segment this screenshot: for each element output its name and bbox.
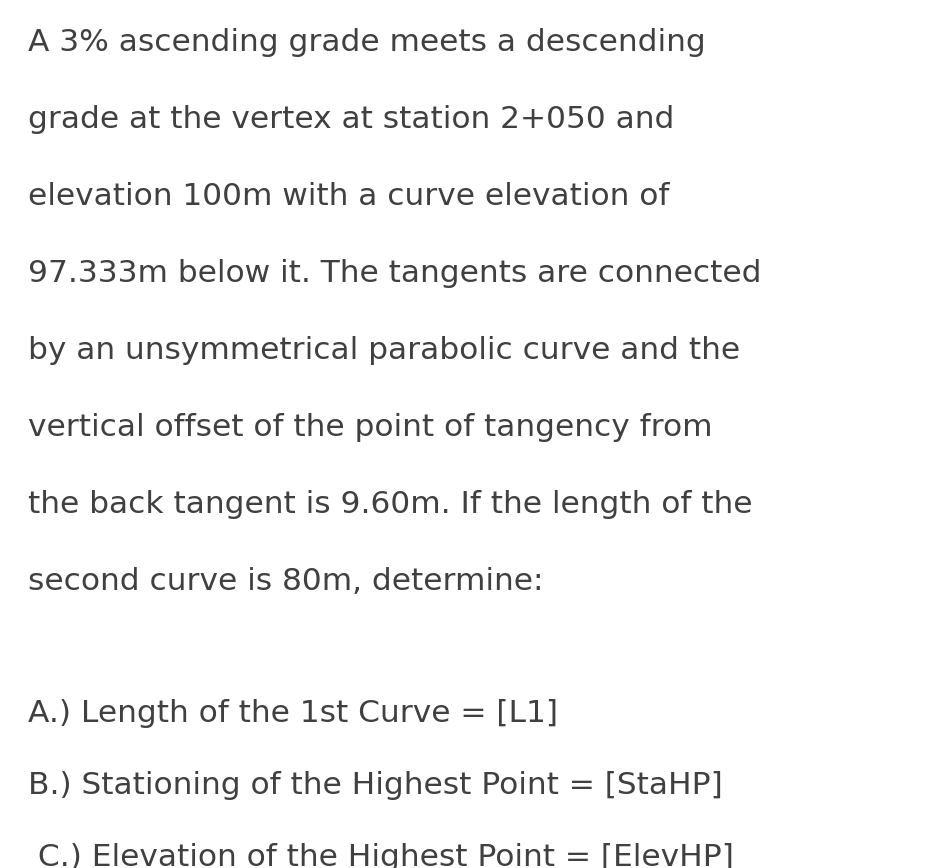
Text: A.) Length of the 1st Curve = [L1]: A.) Length of the 1st Curve = [L1]	[28, 699, 558, 728]
Text: 97.333m below it. The tangents are connected: 97.333m below it. The tangents are conne…	[28, 259, 762, 288]
Text: elevation 100m with a curve elevation of: elevation 100m with a curve elevation of	[28, 182, 670, 211]
Text: grade at the vertex at station 2+050 and: grade at the vertex at station 2+050 and	[28, 105, 674, 134]
Text: C.) Elevation of the Highest Point = [ElevHP]: C.) Elevation of the Highest Point = [El…	[28, 843, 734, 868]
Text: vertical offset of the point of tangency from: vertical offset of the point of tangency…	[28, 413, 713, 442]
Text: by an unsymmetrical parabolic curve and the: by an unsymmetrical parabolic curve and …	[28, 336, 740, 365]
Text: A 3% ascending grade meets a descending: A 3% ascending grade meets a descending	[28, 28, 705, 57]
Text: the back tangent is 9.60m. If the length of the: the back tangent is 9.60m. If the length…	[28, 490, 752, 519]
Text: B.) Stationing of the Highest Point = [StaHP]: B.) Stationing of the Highest Point = [S…	[28, 771, 723, 800]
Text: second curve is 80m, determine:: second curve is 80m, determine:	[28, 567, 543, 596]
